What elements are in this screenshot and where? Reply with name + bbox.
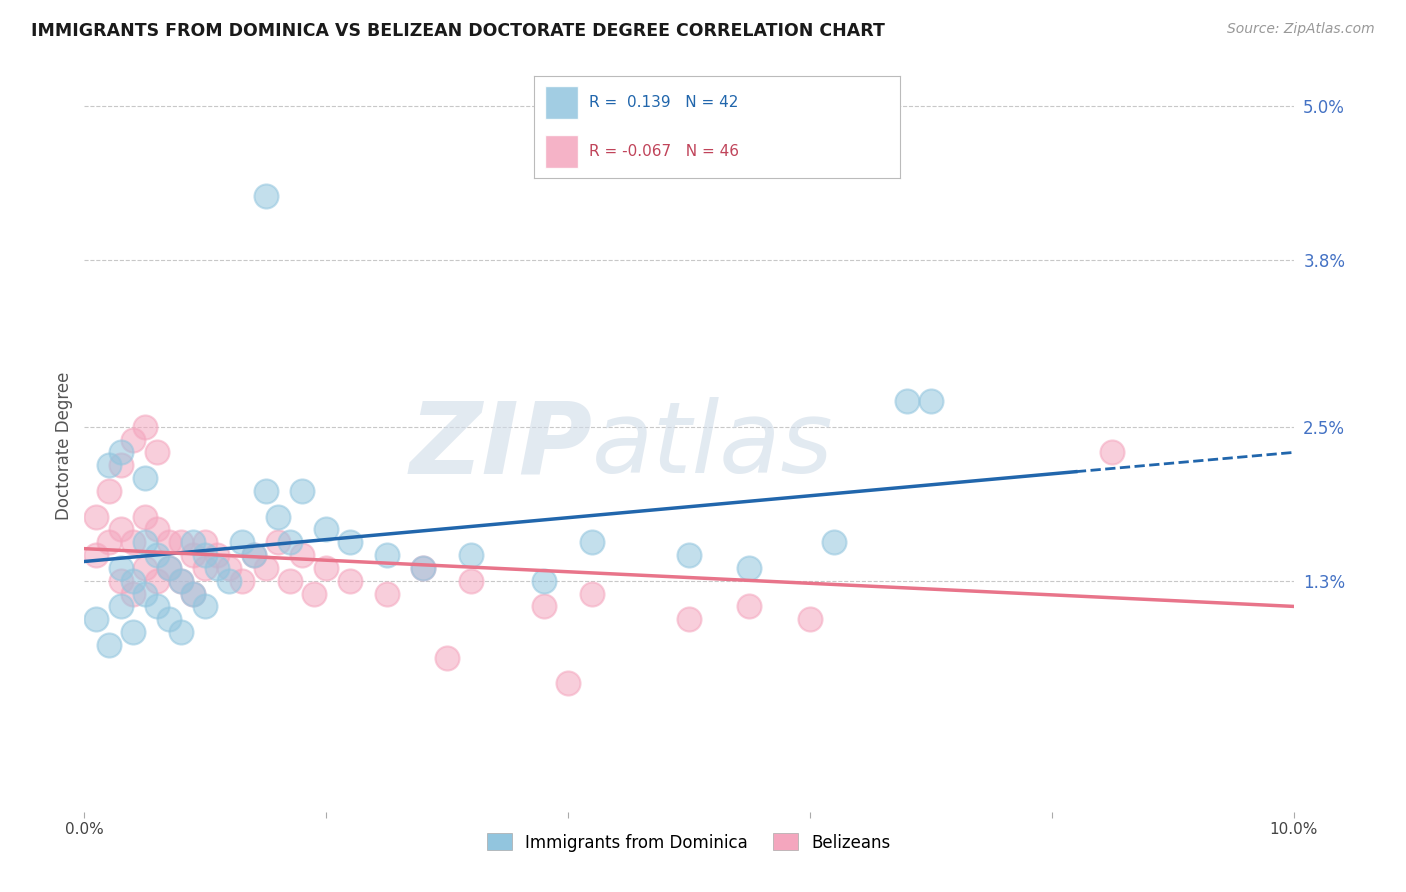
Point	[412, 561, 434, 575]
Point	[121, 535, 143, 549]
Point	[533, 599, 555, 614]
Point	[181, 586, 204, 600]
Point	[110, 523, 132, 537]
Point	[110, 458, 132, 473]
Point	[1101, 445, 1123, 459]
Point	[146, 445, 169, 459]
Point	[896, 394, 918, 409]
Point	[254, 561, 277, 575]
Point	[678, 548, 700, 562]
Point	[86, 612, 108, 626]
Point	[110, 599, 132, 614]
Point	[97, 458, 120, 473]
Point	[920, 394, 942, 409]
Point	[110, 574, 132, 588]
Point	[291, 548, 314, 562]
Point	[134, 586, 156, 600]
Point	[121, 586, 143, 600]
Point	[181, 535, 204, 549]
Text: R = -0.067   N = 46: R = -0.067 N = 46	[589, 145, 740, 160]
Point	[315, 561, 337, 575]
Point	[181, 586, 204, 600]
Point	[460, 574, 482, 588]
Point	[194, 561, 217, 575]
Point	[375, 586, 398, 600]
Point	[146, 574, 169, 588]
Point	[242, 548, 264, 562]
Point	[242, 548, 264, 562]
Text: Source: ZipAtlas.com: Source: ZipAtlas.com	[1227, 22, 1375, 37]
Point	[134, 561, 156, 575]
Point	[170, 535, 193, 549]
Point	[121, 625, 143, 640]
Point	[121, 433, 143, 447]
Point	[170, 574, 193, 588]
Point	[375, 548, 398, 562]
Point	[799, 612, 821, 626]
Point	[436, 650, 458, 665]
Point	[738, 561, 761, 575]
Point	[146, 599, 169, 614]
Point	[194, 535, 217, 549]
Point	[207, 561, 229, 575]
Point	[157, 561, 180, 575]
Point	[170, 574, 193, 588]
Text: IMMIGRANTS FROM DOMINICA VS BELIZEAN DOCTORATE DEGREE CORRELATION CHART: IMMIGRANTS FROM DOMINICA VS BELIZEAN DOC…	[31, 22, 884, 40]
Point	[157, 561, 180, 575]
Point	[86, 548, 108, 562]
Bar	[546, 136, 578, 168]
Point	[278, 535, 301, 549]
Point	[315, 523, 337, 537]
Point	[581, 586, 603, 600]
Point	[231, 535, 253, 549]
Point	[460, 548, 482, 562]
Point	[146, 523, 169, 537]
Point	[218, 561, 240, 575]
Point	[97, 483, 120, 498]
Point	[557, 676, 579, 690]
Point	[97, 535, 120, 549]
Point	[207, 548, 229, 562]
Point	[823, 535, 845, 549]
Point	[581, 535, 603, 549]
Point	[110, 561, 132, 575]
Point	[134, 509, 156, 524]
Point	[134, 535, 156, 549]
Text: ZIP: ZIP	[409, 398, 592, 494]
Point	[678, 612, 700, 626]
Legend: Immigrants from Dominica, Belizeans: Immigrants from Dominica, Belizeans	[481, 827, 897, 858]
Point	[194, 599, 217, 614]
Point	[157, 535, 180, 549]
Text: R =  0.139   N = 42: R = 0.139 N = 42	[589, 95, 738, 110]
Point	[134, 471, 156, 485]
Bar	[546, 87, 578, 119]
Point	[339, 574, 361, 588]
Point	[291, 483, 314, 498]
Point	[121, 574, 143, 588]
Point	[181, 548, 204, 562]
Text: atlas: atlas	[592, 398, 834, 494]
Point	[194, 548, 217, 562]
Point	[218, 574, 240, 588]
Point	[267, 535, 290, 549]
Point	[97, 638, 120, 652]
Point	[267, 509, 290, 524]
Point	[339, 535, 361, 549]
Point	[157, 612, 180, 626]
Point	[254, 483, 277, 498]
Point	[278, 574, 301, 588]
Point	[412, 561, 434, 575]
Point	[146, 548, 169, 562]
Point	[86, 509, 108, 524]
Point	[738, 599, 761, 614]
Y-axis label: Doctorate Degree: Doctorate Degree	[55, 372, 73, 520]
Point	[110, 445, 132, 459]
Point	[231, 574, 253, 588]
Point	[134, 419, 156, 434]
Point	[170, 625, 193, 640]
Point	[533, 574, 555, 588]
Point	[254, 188, 277, 202]
Point	[302, 586, 325, 600]
